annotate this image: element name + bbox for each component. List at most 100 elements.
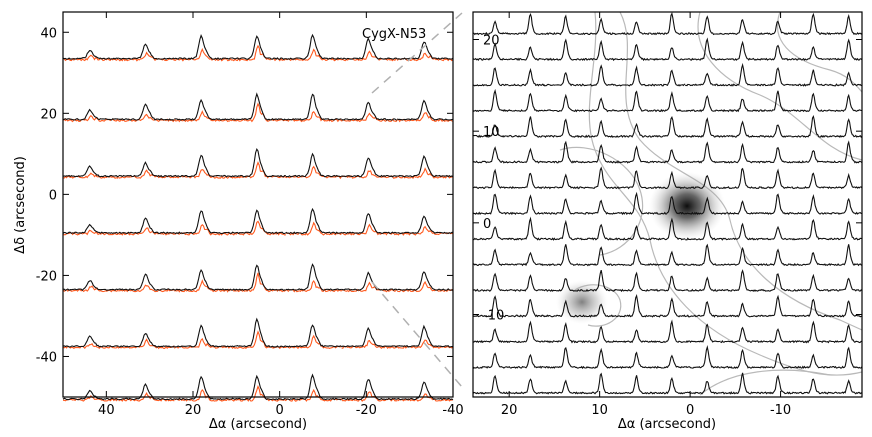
left-black-spectrum xyxy=(62,50,119,60)
left-black-spectrum xyxy=(62,389,119,401)
left-ticks xyxy=(63,12,454,397)
right-black-spectrum xyxy=(508,251,545,267)
left-frame xyxy=(62,11,454,398)
right-black-spectrum xyxy=(755,67,792,87)
left-black-spectrum xyxy=(118,43,175,60)
right-black-spectrum xyxy=(791,273,827,292)
right-black-spectrum xyxy=(720,372,756,395)
right-black-spectrum xyxy=(578,246,615,267)
right-black-spectrum xyxy=(578,17,615,36)
right-black-spectrum xyxy=(614,375,651,395)
right-black-spectrum xyxy=(826,300,863,318)
right-black-spectrum xyxy=(614,249,651,267)
right-black-spectrum xyxy=(755,20,792,36)
left-black-spectrum xyxy=(285,373,342,401)
right-black-spectrum xyxy=(472,352,509,369)
left-red-spectrum xyxy=(285,48,342,62)
right-black-spectrum xyxy=(543,198,580,215)
left-red-spectrum xyxy=(397,167,454,180)
right-black-spectrum xyxy=(649,149,686,164)
left-black-spectrum xyxy=(118,273,175,291)
right-black-spectrum xyxy=(684,345,721,369)
left-black-spectrum xyxy=(230,374,287,401)
right-black-spectrum xyxy=(543,244,580,267)
right-black-spectrum xyxy=(826,244,863,267)
right-black-spectrum xyxy=(755,225,792,241)
right-black-spectrum xyxy=(826,14,863,36)
right-black-spectrum xyxy=(578,199,615,215)
right-black-spectrum xyxy=(755,124,792,138)
right-black-spectrum xyxy=(614,65,651,87)
right-black-spectrum xyxy=(472,272,509,292)
right-black-spectrum xyxy=(543,14,580,36)
right-black-spectrum xyxy=(649,195,686,215)
right-black-spectrum xyxy=(614,271,650,293)
left-red-spectrum xyxy=(397,112,454,123)
left-ytick-label: -20 xyxy=(36,269,57,284)
left-red-spectrum xyxy=(229,102,287,123)
right-black-spectrum xyxy=(790,150,827,164)
left-black-spectrum xyxy=(118,103,175,121)
right-black-spectrum xyxy=(791,378,827,395)
left-black-spectrum xyxy=(341,36,398,60)
left-black-spectrum xyxy=(174,33,231,60)
left-black-spectrum xyxy=(285,93,342,121)
right-black-spectrum xyxy=(791,69,827,87)
right-black-spectrum xyxy=(649,319,686,343)
right-black-spectrum xyxy=(649,170,686,190)
left-black-spectrum xyxy=(341,379,398,401)
right-black-spectrum xyxy=(578,97,615,113)
right-black-spectrum xyxy=(720,348,757,369)
left-ytick-labels: 40 20 0 -20 -40 xyxy=(36,26,57,365)
right-black-spectrum xyxy=(472,20,509,36)
right-black-spectrum xyxy=(826,93,863,112)
right-black-spectrum xyxy=(790,194,827,215)
right-black-spectrum xyxy=(790,46,827,61)
right-black-spectrum xyxy=(720,167,757,190)
right-black-spectrum xyxy=(472,42,509,62)
right-black-spectrum xyxy=(543,219,580,241)
right-black-spectrum xyxy=(755,352,792,369)
left-red-spectrum xyxy=(118,113,175,123)
right-black-spectrum xyxy=(685,72,721,87)
right-black-spectrum xyxy=(543,346,580,369)
right-black-spectrum xyxy=(826,71,863,87)
right-black-spectrum xyxy=(578,347,615,370)
left-xtick-label: 0 xyxy=(276,403,284,418)
left-red-spectrum xyxy=(285,221,342,236)
left-black-spectrum xyxy=(397,154,454,178)
right-black-spectrum xyxy=(578,64,615,87)
left-red-spectrum xyxy=(118,51,175,62)
right-black-spectrum xyxy=(578,166,615,190)
right-black-spectrum xyxy=(543,173,580,190)
right-black-spectrum xyxy=(508,320,544,344)
right-spectra-grid xyxy=(472,11,863,395)
right-black-spectrum xyxy=(508,298,545,318)
right-black-spectrum xyxy=(507,216,544,241)
right-black-spectrum xyxy=(720,40,757,61)
left-red-spectrum xyxy=(397,280,454,293)
left-black-spectrum xyxy=(174,375,231,401)
right-panel: 20 10 0 -10 20 10 0 -10 Δα (arcsecond) xyxy=(472,11,863,432)
right-black-spectrum xyxy=(720,19,757,36)
right-black-spectrum xyxy=(755,294,792,318)
right-black-spectrum xyxy=(684,15,721,36)
right-black-spectrum xyxy=(755,168,792,190)
right-black-spectrum xyxy=(826,379,863,395)
left-xtick-label: 40 xyxy=(98,403,115,418)
left-red-spectrum xyxy=(62,114,120,123)
right-black-spectrum xyxy=(508,378,545,395)
right-black-spectrum xyxy=(791,320,827,344)
left-black-spectrum xyxy=(341,212,398,235)
right-black-spectrum xyxy=(755,146,792,164)
left-red-spectrum xyxy=(62,285,119,293)
right-black-spectrum xyxy=(790,298,828,318)
right-black-spectrum xyxy=(472,248,509,267)
right-black-spectrum xyxy=(826,197,863,215)
left-ytick-label: -40 xyxy=(36,350,57,365)
right-ytick-label: 0 xyxy=(483,217,491,232)
right-black-spectrum xyxy=(826,118,863,139)
right-black-spectrum xyxy=(472,374,509,395)
right-black-spectrum xyxy=(649,217,686,241)
left-red-spectrum xyxy=(229,272,287,293)
